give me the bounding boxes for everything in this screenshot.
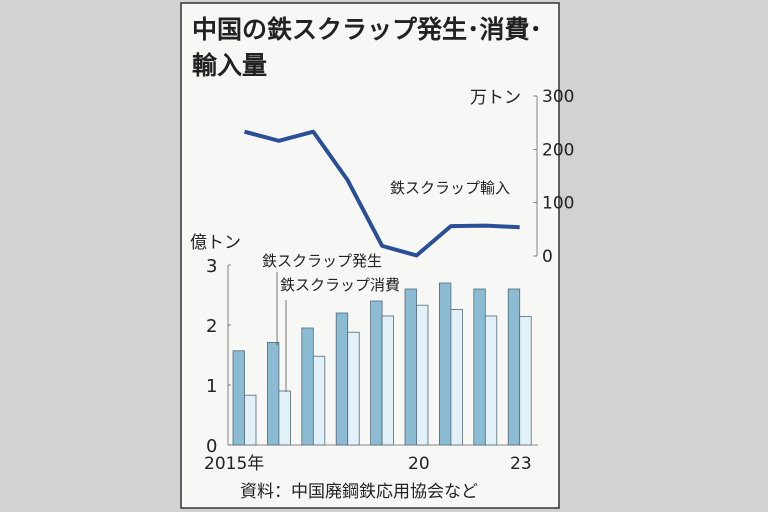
bar-generation-2017 (301, 327, 314, 446)
chart-title-line2: 輸入量 (192, 51, 267, 80)
line-series-label: 鉄スクラップ輸入 (390, 179, 510, 197)
bar-generation-2020 (404, 288, 417, 446)
bar-ytick-label: 1 (206, 376, 217, 397)
line-ytick-label: 200 (542, 140, 574, 160)
line-ytick-label: 300 (542, 87, 574, 107)
bar-generation-2018 (335, 312, 349, 446)
bar-ytick-label: 3 (206, 256, 217, 277)
legend-consumption: 鉄スクラップ消費 (280, 276, 400, 294)
line-ytick-label: 100 (542, 194, 574, 214)
bar-consumption-2022 (484, 315, 498, 446)
bar-consumption-2021 (450, 308, 463, 446)
bar-consumption-2019 (381, 315, 395, 446)
bar-consumption-2017 (312, 355, 326, 446)
bar-generation-2016 (266, 341, 280, 446)
bar-consumption-2020 (416, 304, 429, 446)
bar-ytick-label: 2 (206, 316, 217, 337)
source-note: 資料：中国廃鋼鉄応用協会など (240, 482, 478, 502)
bar-ytick-label: 0 (206, 436, 217, 457)
line-ytick-label: 0 (542, 247, 553, 267)
xtick-2015: 2015年 (204, 454, 264, 474)
legend-generation: 鉄スクラップ発生 (262, 252, 382, 270)
xtick-2023: 23 (510, 454, 532, 474)
bar-generation-2023 (507, 288, 521, 446)
bar-generation-2022 (473, 288, 486, 446)
bar-consumption-2018 (347, 331, 360, 446)
bar-generation-2021 (438, 282, 452, 446)
xtick-2020: 20 (408, 454, 430, 474)
bar-consumption-2016 (278, 390, 291, 446)
line-unit-label: 万トン (470, 88, 521, 108)
chart-title-line1: 中国の鉄スクラップ発生･消費･ (192, 15, 542, 44)
bar-generation-2015 (232, 350, 245, 446)
bar-unit-label: 億トン (190, 233, 241, 253)
bar-generation-2019 (370, 300, 383, 446)
bar-consumption-2015 (244, 394, 257, 446)
bar-consumption-2023 (519, 316, 532, 446)
